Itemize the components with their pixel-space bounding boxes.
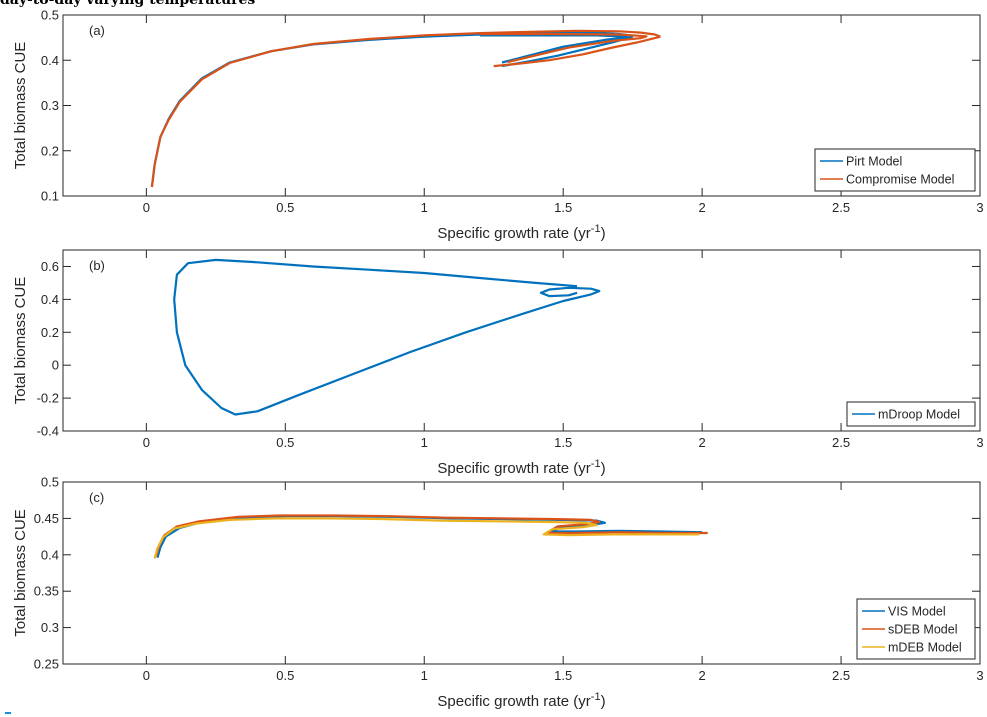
legend-entry: VIS Model — [888, 605, 946, 619]
y-tick-label: -0.4 — [37, 424, 59, 439]
y-tick-label: 0.1 — [41, 189, 59, 204]
x-tick-label: 2.5 — [832, 668, 850, 683]
x-tick-label: 3 — [976, 435, 983, 450]
legend: mDroop Model — [846, 401, 976, 427]
x-tick-label: 0 — [143, 668, 150, 683]
x-tick-label: 2 — [699, 668, 706, 683]
series-line-compromise-model-0 — [150, 29, 661, 188]
y-tick-label: 0.3 — [41, 98, 59, 113]
y-tick-label: 0.2 — [41, 325, 59, 340]
panel-label: (c) — [89, 490, 104, 505]
legend-entry: mDEB Model — [888, 641, 962, 655]
x-tick-label: 1.5 — [554, 435, 572, 450]
x-tick-label: 1 — [421, 200, 428, 215]
x-tick-label: 3 — [976, 668, 983, 683]
x-tick-label: 2 — [699, 435, 706, 450]
series-line-compromise-model-1 — [493, 35, 661, 68]
y-tick-label: 0.35 — [34, 584, 59, 599]
chart-panel-1: 0 0.5 1 1.5 2 2.5 3 0.1 0.2 0.3 0.4 0.5 (a) Specific … — [12, 8, 984, 243]
series-line-mdeb-model-0 — [153, 517, 700, 559]
y-axis-label: Total biomass CUE — [12, 42, 29, 170]
y-tick-label: 0.4 — [41, 53, 59, 68]
series-line-sdeb-model-0 — [155, 514, 708, 557]
y-tick-label: 0.45 — [34, 511, 59, 526]
x-tick-label: 0.5 — [276, 668, 294, 683]
x-axis-label: Specific growth rate (yr-1) — [437, 223, 605, 242]
series-line-pirt-model-2 — [479, 34, 629, 64]
x-axis-label: Specific growth rate (yr-1) — [437, 458, 605, 477]
legend-entry: Pirt Model — [846, 155, 902, 169]
legend-entry: Compromise Model — [846, 173, 954, 187]
axes-box — [62, 481, 981, 665]
legend-box — [814, 148, 976, 192]
x-tick-label: 2 — [699, 200, 706, 215]
y-axis-label: Total biomass CUE — [12, 277, 29, 405]
y-tick-label: 0.25 — [34, 657, 59, 672]
x-tick-label: 1 — [421, 435, 428, 450]
y-tick-label: 0.5 — [41, 8, 59, 23]
x-tick-label: 1.5 — [554, 200, 572, 215]
y-tick-label: 0 — [52, 358, 59, 373]
y-tick-label: 0.4 — [41, 547, 59, 562]
axes-box — [62, 249, 981, 432]
x-tick-label: 0 — [143, 435, 150, 450]
panel-label: (a) — [89, 23, 105, 38]
legend: VIS Model sDEB Model mDEB Model — [856, 598, 976, 660]
y-axis-label: Total biomass CUE — [12, 509, 29, 637]
x-tick-label: 3 — [976, 200, 983, 215]
x-tick-label: 0 — [143, 200, 150, 215]
x-tick-label: 1.5 — [554, 668, 572, 683]
y-tick-label: 0.2 — [41, 143, 59, 158]
y-tick-label: 0.5 — [41, 475, 59, 490]
y-tick-label: 0.6 — [41, 259, 59, 274]
x-tick-label: 0.5 — [276, 435, 294, 450]
y-tick-label: 0.4 — [41, 292, 59, 307]
chart-panel-2: 0 0.5 1 1.5 2 2.5 3 -0.4 -0.2 0 0.2 0.4 0.6 (b) Specif… — [12, 249, 984, 477]
y-tick-label: -0.2 — [37, 391, 59, 406]
legend: Pirt Model Compromise Model — [814, 148, 976, 192]
corner-mark — [5, 712, 11, 714]
legend-entry: mDroop Model — [878, 408, 960, 422]
y-tick-label: 0.3 — [41, 620, 59, 635]
x-tick-label: 2.5 — [832, 200, 850, 215]
legend-entry: sDEB Model — [888, 623, 957, 637]
series-line-mdroop-model-0 — [173, 258, 601, 416]
x-axis-label: Specific growth rate (yr-1) — [437, 691, 605, 710]
panel-label: (b) — [89, 258, 105, 273]
series-line-vis-model-0 — [156, 515, 703, 558]
series-line-compromise-model-2 — [479, 32, 648, 64]
x-tick-label: 1 — [421, 668, 428, 683]
x-tick-label: 2.5 — [832, 435, 850, 450]
x-tick-label: 0.5 — [276, 200, 294, 215]
chart-panel-3: 0 0.5 1 1.5 2 2.5 3 0.25 0.3 0.35 0.4 0.45 0.5 (c) Spe… — [12, 475, 984, 711]
figure-title-fragment: day-to-day varying temperatures — [0, 0, 256, 8]
